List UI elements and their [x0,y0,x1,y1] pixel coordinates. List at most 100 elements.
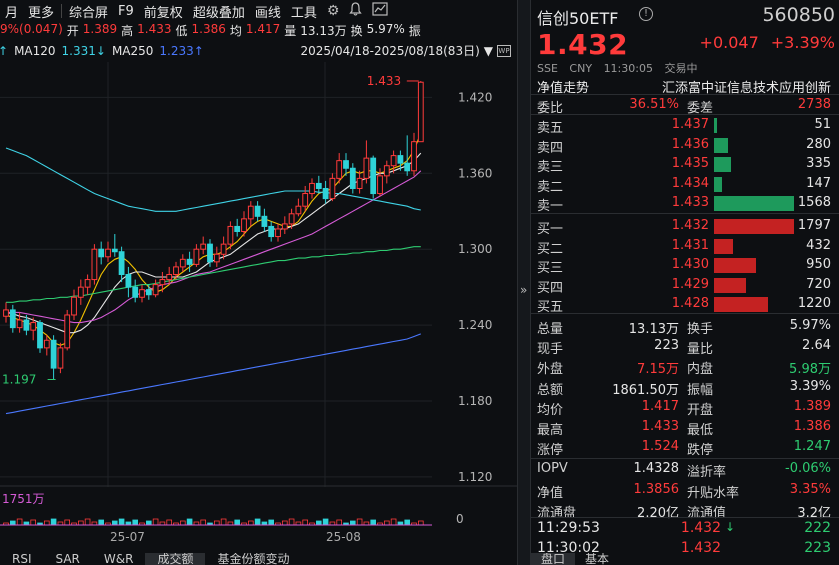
candle[interactable] [111,234,118,257]
candle[interactable] [132,279,139,303]
candle[interactable] [152,279,159,298]
candlestick-chart[interactable]: 1.420 1.360 1.300 1.240 1.180 1.120 1.433 1.197 [0,62,517,487]
candle[interactable] [145,284,152,300]
volume-chart[interactable]: 0 [0,487,517,529]
candle[interactable] [295,198,302,217]
tab-nav-trend[interactable]: 净值走势 [537,81,590,96]
candle[interactable] [281,216,288,235]
f9-button[interactable]: F9 [118,3,134,19]
candle[interactable] [370,155,377,199]
candle[interactable] [220,236,227,260]
candle[interactable] [288,208,295,229]
candle[interactable] [193,244,200,267]
candle[interactable] [275,223,281,242]
gear-icon[interactable]: ⚙ [326,3,340,19]
chart-window-icon[interactable] [367,2,393,20]
candle[interactable] [139,284,145,303]
candle[interactable] [30,317,37,341]
candle[interactable] [57,342,64,374]
bell-icon[interactable] [344,2,367,20]
candle[interactable] [118,246,125,283]
candle[interactable] [322,180,329,204]
bid-row[interactable]: 买三 1.430 950 [531,255,839,276]
tab-basic-info[interactable]: 基本 [585,553,610,565]
tab-rsi[interactable]: RSI [12,553,32,565]
candle[interactable] [397,150,404,171]
candle[interactable] [383,160,390,184]
candle[interactable] [315,175,322,194]
candle[interactable] [261,208,268,232]
candle[interactable] [302,185,309,212]
candle[interactable] [227,221,234,250]
candle-body [207,243,213,263]
info-icon[interactable]: ! [639,7,653,21]
period-month-tab[interactable]: 月 [5,5,19,21]
candle[interactable] [254,201,261,222]
candle[interactable] [23,314,30,336]
ask-row[interactable]: 卖二 1.434 147 [531,174,839,195]
candle[interactable] [309,178,315,199]
candle[interactable] [234,218,241,237]
wechat-share-icon[interactable]: WP [497,44,511,57]
candle[interactable] [77,279,84,305]
candle[interactable] [166,266,173,285]
tools-button[interactable]: 工具 [290,5,317,21]
candle[interactable] [404,135,411,176]
bid-row[interactable]: 买四 1.429 720 [531,275,839,296]
tab-order-book[interactable]: 盘口 [531,553,576,565]
candle[interactable] [356,170,363,194]
tab-wr[interactable]: W&R [103,553,134,565]
ask-row[interactable]: 卖一 1.433 1568 [531,193,839,214]
super-overlay-button[interactable]: 超级叠加 [192,5,245,21]
candle[interactable] [207,239,213,267]
fund-full-name[interactable]: 汇添富中证信息技术应用创新 [661,81,831,96]
candle[interactable] [43,335,50,356]
candle[interactable] [411,132,417,176]
candle[interactable] [125,266,132,298]
candle[interactable] [98,241,105,265]
candle[interactable] [71,289,77,321]
candle[interactable] [64,309,71,351]
candle[interactable] [241,211,247,237]
candle[interactable] [247,201,254,227]
candle[interactable] [16,312,23,333]
candle[interactable] [213,246,220,267]
candle[interactable] [417,80,424,143]
date-range-selector[interactable]: 2025/04/18-2025/08/18(83日) ▼ WP [300,42,511,59]
candle[interactable] [390,150,397,174]
candle[interactable] [329,173,336,202]
draw-line-button[interactable]: 画线 [254,5,281,21]
candle[interactable] [179,254,186,272]
candle[interactable] [186,251,193,272]
candle[interactable] [37,320,43,353]
candle[interactable] [50,335,57,380]
collapse-panel-icon[interactable]: » [520,283,528,297]
candle[interactable] [377,168,383,197]
bid-row[interactable]: 买二 1.431 432 [531,236,839,257]
tab-fund-share-change[interactable]: 基金份额变动 [217,553,290,565]
candle[interactable] [3,302,9,323]
tab-turnover-amount[interactable]: 成交额 [145,553,206,565]
candle[interactable] [336,153,343,184]
panel-divider[interactable] [517,0,531,565]
bid-row[interactable]: 买五 1.428 1220 [531,294,839,315]
more-periods-button[interactable]: 更多 [28,5,55,21]
candle[interactable] [159,271,166,293]
ask-row[interactable]: 卖五 1.437 51 [531,115,839,136]
candle[interactable] [105,241,111,262]
forward-adjust-button[interactable]: 前复权 [143,5,183,21]
candle[interactable] [84,274,91,295]
candle[interactable] [173,261,179,280]
bid-row[interactable]: 买一 1.432 1797 [531,216,839,237]
candle[interactable] [349,163,356,194]
candle[interactable] [9,304,16,333]
composite-screen-button[interactable]: 综合屏 [69,5,109,21]
ask-row[interactable]: 卖四 1.436 280 [531,135,839,156]
candle[interactable] [200,236,207,255]
tab-sar[interactable]: SAR [55,553,80,565]
candle[interactable] [343,153,349,176]
ask-row[interactable]: 卖三 1.435 335 [531,154,839,175]
candle[interactable] [91,244,98,285]
candle[interactable] [268,221,275,242]
candle[interactable] [363,140,370,184]
